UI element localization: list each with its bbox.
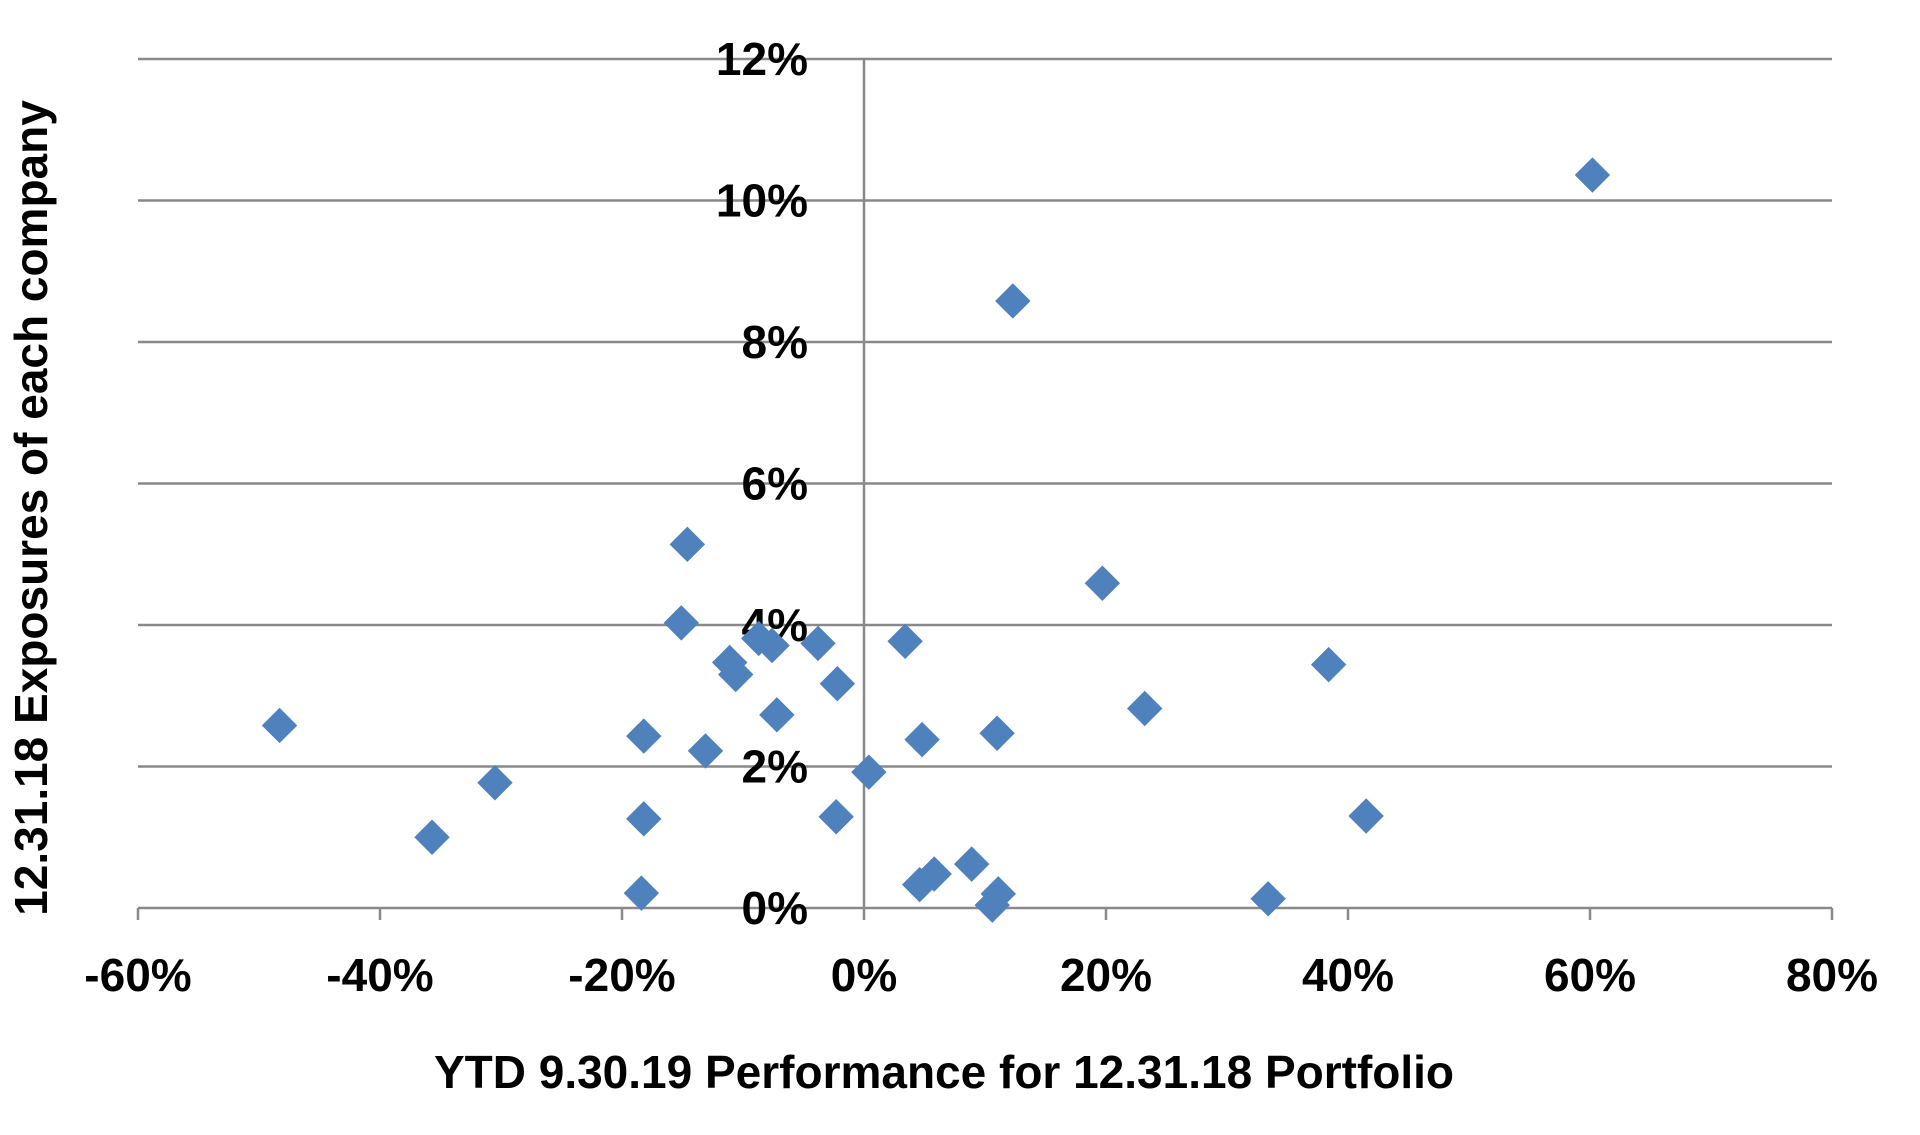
x-tick-label: 40% (1302, 949, 1394, 1001)
data-point (687, 733, 724, 769)
data-point (414, 819, 450, 855)
data-point (759, 697, 795, 733)
y-tick-label: 6% (742, 458, 808, 510)
data-point (851, 754, 887, 790)
y-tick-label: 0% (742, 882, 808, 934)
data-point (1127, 690, 1163, 727)
data-point (916, 856, 952, 892)
x-tick-label: 20% (1060, 949, 1152, 1001)
x-tick-label: 80% (1786, 949, 1878, 1001)
data-point (980, 876, 1017, 912)
data-point (818, 799, 854, 835)
data-point (1310, 646, 1347, 683)
x-tick-label: -60% (84, 949, 191, 1001)
data-point (626, 801, 662, 837)
gridlines (138, 57, 1832, 768)
data-point (995, 283, 1031, 319)
data-point (800, 625, 836, 662)
x-tick-labels: -60% -40% -20% 0% 20% 40% 60% 80% (84, 949, 1878, 1001)
data-point (904, 721, 940, 758)
x-tick-label: -40% (326, 949, 433, 1001)
x-tick-label: 0% (831, 949, 897, 1001)
data-point (819, 666, 856, 702)
data-point (663, 605, 699, 641)
y-tick-label: 2% (742, 741, 808, 793)
data-point (754, 627, 790, 664)
data-point (1250, 881, 1286, 917)
data-point (623, 875, 660, 911)
data-point (953, 846, 990, 882)
data-point (1574, 157, 1611, 193)
x-axis-title: YTD 9.30.19 Performance for 12.31.18 Por… (434, 1046, 1454, 1098)
y-tick-label: 12% (716, 33, 808, 85)
data-point (1084, 565, 1121, 601)
data-point (887, 623, 923, 659)
y-axis-title: 12.31.18 Exposures of each company (5, 100, 57, 916)
axes (136, 59, 1834, 920)
data-point (1348, 798, 1384, 834)
data-points (261, 157, 1611, 923)
data-point (718, 656, 754, 693)
data-point (477, 765, 513, 801)
y-tick-label: 8% (742, 316, 808, 368)
data-point (261, 707, 298, 744)
data-point (626, 718, 662, 754)
data-point (669, 526, 706, 563)
x-tick-label: 60% (1544, 949, 1636, 1001)
y-tick-label: 10% (716, 175, 808, 227)
data-point (979, 715, 1015, 751)
x-tick-label: -20% (568, 949, 675, 1001)
